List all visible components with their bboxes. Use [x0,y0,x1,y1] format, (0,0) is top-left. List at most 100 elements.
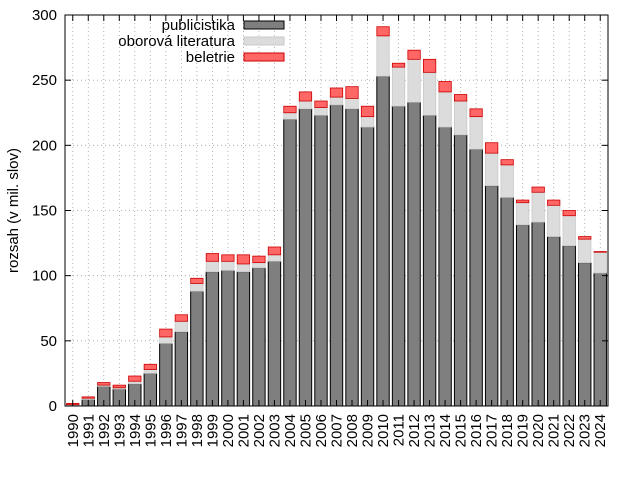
bar-segment-beletrie [578,236,592,240]
x-tick-label: 2017 [484,414,501,447]
x-tick-label: 1998 [189,414,206,447]
x-tick-label: 2014 [437,414,454,447]
bar-segment-publicistika [329,104,344,407]
bar-segment-publicistika [283,118,297,407]
bar-segment-oborova-literatura [143,369,157,374]
x-tick-label: 1992 [96,414,113,447]
bar-segment-publicistika [578,262,592,407]
x-tick-label: 2018 [499,414,516,447]
bar-segment-beletrie [174,314,188,322]
bar-segment-beletrie [360,105,375,118]
x-tick-label: 2015 [453,414,470,447]
bar-segment-oborova-literatura [516,202,530,226]
x-tick-label: 2011 [391,414,408,446]
bar-segment-oborova-literatura [562,215,576,247]
bar-segment-oborova-literatura [221,260,235,271]
bar-segment-publicistika [205,271,220,407]
bar-segment-beletrie [236,254,251,265]
bar-segment-oborova-literatura [314,107,328,116]
x-tick-label: 2016 [468,414,485,447]
bar-segment-beletrie [81,396,95,399]
bar-segment-beletrie [252,255,266,264]
bar-segment-oborova-literatura [159,336,173,344]
bar-segment-oborova-literatura [422,71,437,116]
legend-swatch [243,52,285,62]
bar-segment-beletrie [500,159,514,166]
y-tick-label: 100 [32,268,57,285]
bar-segment-oborova-literatura [376,35,390,77]
bar-segment-beletrie [438,81,452,93]
bar-segment-publicistika [252,267,266,407]
x-tick-label: 2001 [235,414,252,447]
bar-segment-beletrie [562,210,576,217]
bar-segment-publicistika [345,108,359,407]
bar-segment-beletrie [221,254,235,262]
bar-segment-oborova-literatura [283,112,297,120]
x-tick-label: 2003 [266,414,283,447]
y-tick-label: 300 [32,7,57,24]
x-tick-label: 2012 [406,414,423,447]
bar-segment-oborova-literatura [531,191,545,223]
x-tick-label: 2024 [592,414,609,447]
bar-segment-publicistika [314,114,328,407]
x-tick-label: 2006 [313,414,330,447]
bar-segment-beletrie [345,86,359,99]
bar-segment-oborova-literatura [500,164,514,198]
bar-segment-publicistika [531,221,545,407]
bar-segment-publicistika [484,185,499,407]
x-tick-label: 1993 [111,414,128,447]
bar-segment-oborova-literatura [190,283,204,292]
x-tick-label: 2023 [577,414,594,447]
bar-segment-oborova-literatura [485,152,499,187]
bar-segment-publicistika [159,342,173,407]
bar-segment-oborova-literatura [593,251,607,274]
bar-segment-publicistika [376,75,390,407]
bar-segment-beletrie [329,87,344,98]
bar-segment-beletrie [391,62,406,68]
bar-segment-oborova-literatura [407,58,421,103]
bar-segment-oborova-literatura [329,96,344,106]
bar-segment-beletrie [376,26,390,37]
bar-segment-oborova-literatura [547,204,561,237]
bar-segment-beletrie [547,199,561,206]
bar-segment-beletrie [314,100,328,108]
bar-segment-publicistika [546,236,561,407]
bar-segment-publicistika [360,126,375,407]
y-tick-label: 200 [32,137,57,154]
legend-swatch [243,36,285,46]
bar-segment-publicistika [236,271,251,407]
bar-segment-publicistika [422,114,437,407]
bar-segment-beletrie [485,142,499,154]
bar-segment-publicistika [174,331,189,407]
bar-segment-oborova-literatura [236,263,251,273]
bar-segment-beletrie [97,382,111,386]
bar-segment-beletrie [531,186,545,193]
x-tick-label: 2020 [530,414,547,447]
bar-segment-beletrie [128,375,142,382]
x-tick-label: 1990 [65,414,82,447]
x-tick-label: 1997 [173,414,190,447]
bar-segment-publicistika [391,105,406,407]
bar-segment-publicistika [267,260,282,407]
bar-segment-oborova-literatura [298,100,313,110]
bar-segment-beletrie [143,363,157,370]
x-tick-label: 1994 [127,414,144,447]
x-tick-label: 2004 [282,414,299,447]
y-tick-label: 50 [40,333,57,350]
bar-segment-oborova-literatura [360,116,375,128]
x-tick-label: 2007 [329,414,346,447]
bar-segment-oborova-literatura [454,100,468,136]
bar-segment-beletrie [298,91,313,102]
y-tick-label: 150 [32,203,57,220]
x-tick-label: 2008 [344,414,361,447]
x-tick-label: 2019 [515,414,532,447]
bar-segment-beletrie [516,199,530,204]
bar-segment-publicistika [500,196,514,407]
bar-segment-oborova-literatura [174,320,188,333]
axis-ticks: 0501001502002503001990199119921993199419… [32,7,609,447]
bar-segment-oborova-literatura [469,116,483,150]
y-tick-label: 250 [32,72,57,89]
bar-segment-publicistika [453,134,468,407]
